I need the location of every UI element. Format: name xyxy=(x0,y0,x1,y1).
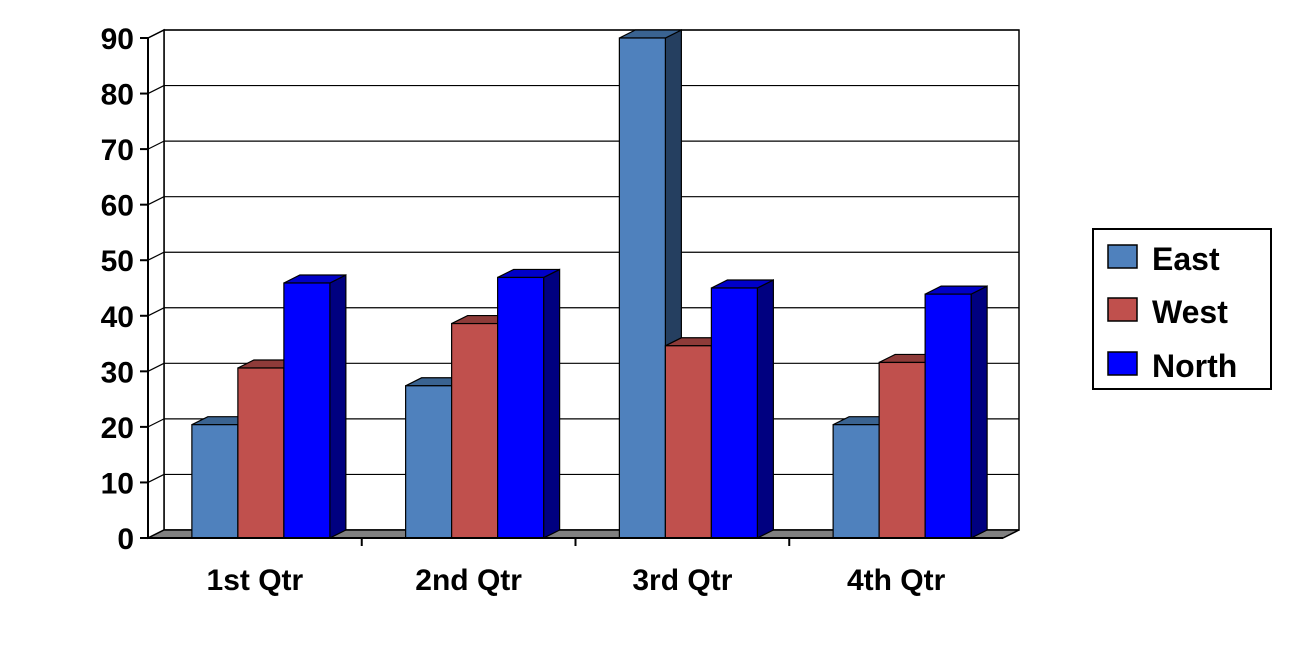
gridline-side xyxy=(147,196,165,206)
y-tick-label: 70 xyxy=(101,134,134,167)
y-tick-label: 20 xyxy=(101,412,134,445)
bar-front xyxy=(710,287,758,539)
y-tick-label: 0 xyxy=(117,523,134,556)
legend-item-east: East xyxy=(1107,241,1220,277)
legend-swatch-west xyxy=(1107,297,1138,322)
bar-north xyxy=(497,268,561,539)
bars-layer xyxy=(191,29,988,539)
y-tick-label: 10 xyxy=(101,467,134,500)
legend-label-east: East xyxy=(1152,241,1220,277)
bar-side xyxy=(756,279,774,539)
legend-item-west: West xyxy=(1107,294,1228,330)
x-category-label: 4th Qtr xyxy=(847,564,946,597)
legend-swatch-east xyxy=(1107,244,1138,269)
bar-front xyxy=(237,367,285,539)
bar-side xyxy=(970,285,988,539)
bar-front xyxy=(405,385,453,539)
gridline-side xyxy=(147,418,165,428)
x-category-label: 2nd Qtr xyxy=(415,564,522,597)
gridline-side xyxy=(147,140,165,150)
legend-label-west: West xyxy=(1152,294,1228,330)
y-tick-label: 90 xyxy=(101,23,134,56)
y-tick-label: 80 xyxy=(101,79,134,112)
gridline-side xyxy=(147,362,165,372)
bar-front xyxy=(451,322,499,539)
bar-north xyxy=(710,279,774,539)
gridline-side xyxy=(147,85,165,95)
x-axis-category-labels: 1st Qtr 2nd Qtr 3rd Qtr 4th Qtr xyxy=(207,564,946,597)
bar-front xyxy=(497,276,545,539)
bar-front xyxy=(924,293,972,539)
gridline-side xyxy=(147,473,165,483)
bar-front xyxy=(283,282,331,539)
bar-front xyxy=(832,424,880,539)
y-tick-label: 30 xyxy=(101,356,134,389)
legend-label-north: North xyxy=(1152,348,1237,384)
bar-north xyxy=(283,274,347,539)
y-axis-tick-labels: 0 10 20 30 40 50 60 70 80 90 xyxy=(101,23,134,556)
y-tick-label: 50 xyxy=(101,245,134,278)
bar-side xyxy=(543,268,561,539)
bar-side xyxy=(329,274,347,539)
bar-front xyxy=(878,361,926,539)
y-tick-label: 60 xyxy=(101,190,134,223)
x-category-label: 1st Qtr xyxy=(207,564,304,597)
bar-front xyxy=(191,424,239,539)
legend: East West North xyxy=(1092,228,1272,390)
x-category-label: 3rd Qtr xyxy=(632,564,732,597)
axis-layer xyxy=(140,37,1003,546)
legend-item-north: North xyxy=(1107,348,1237,384)
bar-front xyxy=(664,345,712,539)
gridline-side xyxy=(147,307,165,317)
legend-swatch-north xyxy=(1107,351,1138,376)
gridline-side xyxy=(147,29,165,39)
bar-front xyxy=(618,37,666,539)
gridline-side xyxy=(147,251,165,261)
side-wall xyxy=(147,28,165,540)
bar-north xyxy=(924,285,988,539)
y-tick-label: 40 xyxy=(101,301,134,334)
